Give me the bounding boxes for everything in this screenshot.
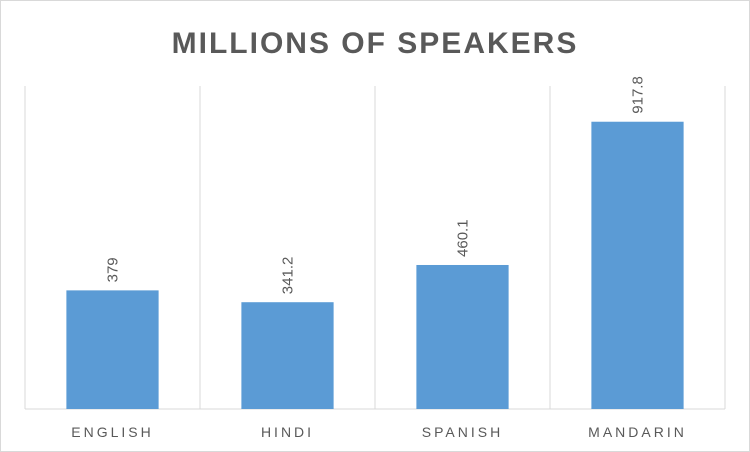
tick-label-hindi: HINDI (261, 424, 314, 440)
bar-hindi (241, 302, 334, 409)
tick-label-spanish: SPANISH (422, 424, 503, 440)
data-labels: 379 341.2 460.1 917.8 (105, 76, 647, 294)
tick-label-english: ENGLISH (71, 424, 153, 440)
data-label-hindi: 341.2 (280, 257, 297, 295)
tick-label-mandarin: MANDARIN (588, 424, 687, 440)
bar-spanish (416, 264, 509, 409)
bars (66, 121, 684, 409)
data-label-mandarin: 917.8 (630, 76, 647, 114)
data-label-spanish: 460.1 (455, 219, 472, 257)
chart-title: MILLIONS OF SPEAKERS (172, 27, 579, 60)
bar-english (66, 290, 159, 409)
bar-mandarin (591, 121, 684, 409)
data-label-english: 379 (105, 257, 122, 282)
category-tick-labels: ENGLISH HINDI SPANISH MANDARIN (71, 424, 687, 440)
